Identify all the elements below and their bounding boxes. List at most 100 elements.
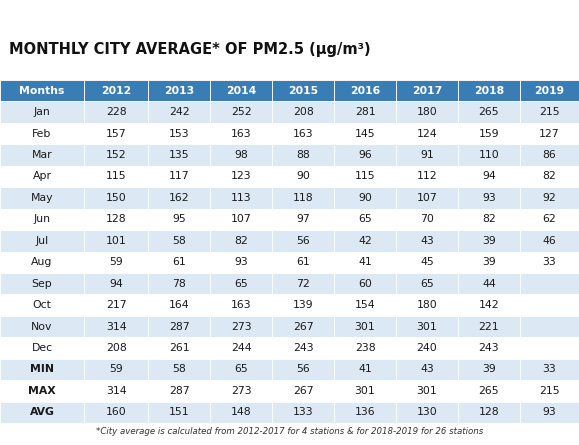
Bar [458, 380, 520, 401]
Bar [396, 401, 458, 423]
Text: 136: 136 [355, 407, 375, 417]
Text: 301: 301 [417, 386, 437, 396]
Text: 43: 43 [420, 236, 434, 246]
Text: 2012: 2012 [101, 86, 131, 96]
Text: 43: 43 [420, 364, 434, 374]
Text: 115: 115 [106, 171, 126, 182]
Bar [84, 230, 148, 251]
Text: 243: 243 [479, 343, 499, 353]
Bar [148, 359, 210, 380]
Bar [458, 166, 520, 187]
Bar [84, 251, 148, 273]
Bar [210, 295, 272, 316]
Text: 238: 238 [355, 343, 375, 353]
Text: 2014: 2014 [226, 86, 256, 96]
Bar [148, 316, 210, 337]
Bar [0, 359, 84, 380]
Bar [396, 359, 458, 380]
Text: 65: 65 [420, 279, 434, 289]
Text: 61: 61 [173, 257, 186, 267]
Text: 82: 82 [234, 236, 248, 246]
Text: 160: 160 [106, 407, 126, 417]
Bar [334, 166, 396, 187]
Text: 301: 301 [355, 322, 375, 332]
Text: 2017: 2017 [412, 86, 442, 96]
Text: 33: 33 [543, 257, 556, 267]
Text: Aug: Aug [31, 257, 53, 267]
Text: 180: 180 [417, 300, 437, 310]
Text: 252: 252 [231, 107, 251, 117]
Bar [84, 101, 148, 123]
Text: 128: 128 [479, 407, 499, 417]
Bar [0, 295, 84, 316]
Text: 96: 96 [358, 150, 372, 160]
Bar [210, 337, 272, 359]
Bar [520, 123, 579, 144]
Bar [334, 401, 396, 423]
Text: 107: 107 [417, 193, 437, 203]
Bar [520, 187, 579, 209]
Bar [210, 80, 272, 101]
Bar [520, 359, 579, 380]
Text: 91: 91 [420, 150, 434, 160]
Bar [84, 401, 148, 423]
Bar [84, 187, 148, 209]
Bar [0, 123, 84, 144]
Text: 240: 240 [417, 343, 437, 353]
Bar [0, 251, 84, 273]
Bar [520, 144, 579, 166]
Bar [396, 209, 458, 230]
Text: 61: 61 [296, 257, 310, 267]
Text: 164: 164 [169, 300, 189, 310]
Bar [210, 359, 272, 380]
Text: Sep: Sep [32, 279, 52, 289]
Text: 62: 62 [543, 214, 556, 224]
Bar [458, 337, 520, 359]
Text: Mar: Mar [32, 150, 52, 160]
Text: 93: 93 [543, 407, 556, 417]
Bar [0, 101, 84, 123]
Text: OVER THE YEARS, GRADUAL IMPROVEMENT: OVER THE YEARS, GRADUAL IMPROVEMENT [94, 13, 485, 28]
Text: 118: 118 [293, 193, 313, 203]
Bar [458, 316, 520, 337]
Bar [458, 187, 520, 209]
Bar [334, 273, 396, 295]
Bar [148, 144, 210, 166]
Bar [272, 295, 334, 316]
Bar [210, 316, 272, 337]
Bar [458, 251, 520, 273]
Bar [210, 187, 272, 209]
Bar [396, 187, 458, 209]
Text: 59: 59 [109, 257, 123, 267]
Text: 70: 70 [420, 214, 434, 224]
Bar [272, 401, 334, 423]
Bar [396, 251, 458, 273]
Bar [84, 316, 148, 337]
Text: 215: 215 [539, 386, 560, 396]
Bar [210, 273, 272, 295]
Bar [272, 187, 334, 209]
Text: 157: 157 [106, 129, 126, 138]
Text: 127: 127 [539, 129, 560, 138]
Text: 267: 267 [293, 386, 313, 396]
Bar [84, 337, 148, 359]
Bar [396, 101, 458, 123]
Bar [520, 401, 579, 423]
Text: 265: 265 [479, 386, 499, 396]
Bar [458, 273, 520, 295]
Bar [210, 144, 272, 166]
Text: 39: 39 [482, 364, 496, 374]
Bar [458, 209, 520, 230]
Bar [148, 337, 210, 359]
Bar [334, 380, 396, 401]
Text: 2013: 2013 [164, 86, 195, 96]
Bar [210, 166, 272, 187]
Text: 98: 98 [234, 150, 248, 160]
Text: 97: 97 [296, 214, 310, 224]
Text: 78: 78 [173, 279, 186, 289]
Text: 148: 148 [231, 407, 251, 417]
Bar [334, 316, 396, 337]
Text: 56: 56 [296, 364, 310, 374]
Text: 287: 287 [169, 386, 189, 396]
Bar [396, 123, 458, 144]
